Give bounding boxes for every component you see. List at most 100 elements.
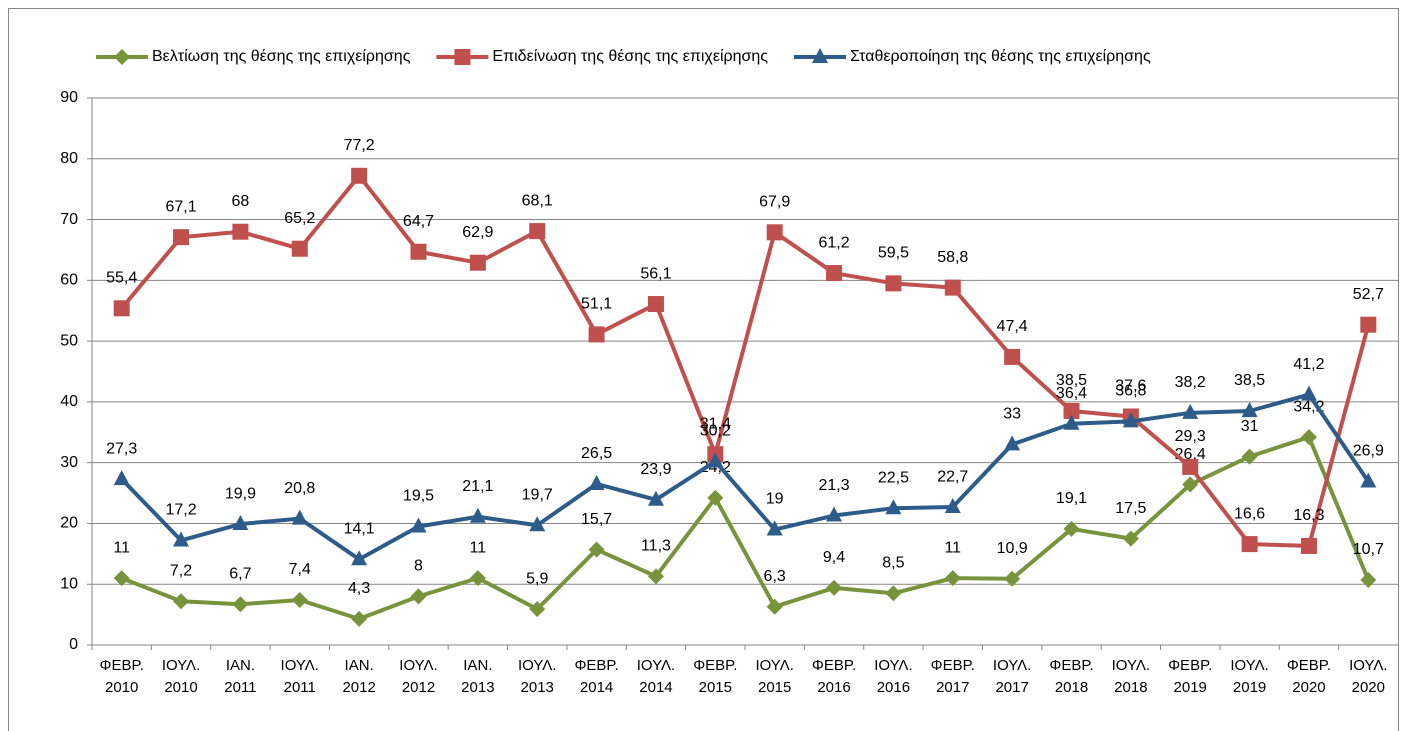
data-label: 21,1 bbox=[462, 478, 493, 495]
data-label: 47,4 bbox=[997, 318, 1028, 335]
data-label: 67,1 bbox=[165, 198, 196, 215]
legend-label: Επιδείνωση της θέσης της επιχείρησης bbox=[492, 48, 768, 65]
data-point bbox=[826, 265, 843, 282]
y-tick-label: 90 bbox=[60, 89, 78, 106]
y-tick-label: 80 bbox=[60, 150, 78, 167]
data-label: 20,8 bbox=[284, 480, 315, 497]
data-label: 77,2 bbox=[344, 137, 375, 154]
data-point bbox=[826, 506, 843, 522]
x-tick-label: ΙΑΝ. 2011 bbox=[224, 657, 257, 696]
legend-marker bbox=[114, 49, 130, 65]
y-tick-label: 30 bbox=[60, 454, 78, 471]
x-tick-label: ΙΟΥΛ. 2016 bbox=[874, 657, 913, 696]
data-label: 19,9 bbox=[225, 485, 256, 502]
data-point bbox=[1063, 403, 1080, 420]
x-tick-label: ΦΕΒΡ. 2020 bbox=[1286, 657, 1332, 696]
chart-frame bbox=[8, 8, 1399, 731]
data-point bbox=[944, 498, 961, 514]
data-label: 38,2 bbox=[1175, 374, 1206, 391]
y-tick-label: 20 bbox=[60, 515, 78, 532]
data-label: 56,1 bbox=[640, 265, 671, 282]
y-tick-label: 50 bbox=[60, 332, 78, 349]
data-label: 19 bbox=[766, 491, 784, 508]
x-tick-label: ΙΟΥΛ. 2012 bbox=[399, 657, 438, 696]
data-point bbox=[885, 275, 902, 292]
x-tick-label: ΦΕΒΡ. 2016 bbox=[811, 657, 857, 696]
x-tick-label: ΦΕΒΡ. 2015 bbox=[693, 657, 738, 696]
y-tick-label: 60 bbox=[60, 272, 78, 289]
data-point bbox=[944, 570, 961, 587]
data-point bbox=[1004, 435, 1021, 451]
legend-label: Βελτίωση της θέσης της επιχείρησης bbox=[152, 48, 411, 65]
legend-marker bbox=[454, 49, 471, 65]
data-label: 67,9 bbox=[759, 194, 790, 211]
data-label: 68 bbox=[232, 193, 250, 210]
data-label: 7,4 bbox=[289, 561, 311, 578]
data-label: 36,8 bbox=[1115, 383, 1146, 400]
data-point bbox=[232, 223, 249, 240]
series-line bbox=[120, 173, 1371, 548]
data-point bbox=[885, 585, 902, 602]
data-label: 19,7 bbox=[522, 486, 553, 503]
data-point bbox=[1300, 537, 1317, 554]
data-point bbox=[588, 541, 605, 558]
x-tick-label: ΙΟΥΛ. 2010 bbox=[161, 657, 201, 696]
x-tick-label: ΙΟΥΛ. 2015 bbox=[755, 657, 794, 696]
data-point bbox=[1063, 414, 1080, 430]
data-label: 8 bbox=[414, 558, 423, 575]
data-label: 10,9 bbox=[997, 540, 1028, 557]
data-point bbox=[173, 593, 190, 610]
x-tick-label: ΙΟΥΛ. 2013 bbox=[518, 657, 557, 696]
series-line bbox=[120, 435, 1371, 621]
data-point bbox=[1360, 472, 1377, 488]
data-label: 55,4 bbox=[106, 270, 137, 287]
data-label: 36,4 bbox=[1056, 385, 1087, 402]
data-label: 15,7 bbox=[581, 511, 612, 528]
data-point bbox=[351, 167, 368, 184]
data-label: 59,5 bbox=[878, 245, 909, 262]
data-label: 8,5 bbox=[882, 555, 904, 572]
data-point bbox=[1122, 412, 1139, 428]
data-point bbox=[1241, 536, 1258, 553]
data-point bbox=[291, 509, 308, 525]
data-point bbox=[291, 592, 308, 609]
x-tick-label: ΙΟΥΛ. 2014 bbox=[636, 657, 676, 696]
data-point bbox=[410, 517, 427, 533]
x-tick-label: ΦΕΒΡ. 2014 bbox=[574, 657, 619, 696]
data-point bbox=[113, 300, 130, 317]
data-point bbox=[529, 601, 546, 618]
data-point bbox=[1182, 403, 1199, 419]
x-tick-label: ΙΟΥΛ. 2019 bbox=[1230, 657, 1269, 696]
data-point bbox=[766, 520, 783, 536]
data-label: 29,3 bbox=[1175, 428, 1206, 445]
data-label: 11 bbox=[470, 539, 487, 556]
data-label: 51,1 bbox=[581, 296, 612, 313]
data-label: 21,3 bbox=[818, 477, 849, 494]
data-point bbox=[707, 489, 724, 506]
data-label: 6,3 bbox=[764, 568, 786, 585]
x-tick-label: ΦΕΒΡ. 2010 bbox=[99, 657, 144, 696]
data-label: 4,3 bbox=[348, 580, 370, 597]
data-label: 61,2 bbox=[818, 234, 849, 251]
data-label: 9,4 bbox=[823, 549, 845, 566]
y-tick-label: 10 bbox=[60, 575, 78, 592]
data-point bbox=[469, 507, 486, 523]
data-label: 11,3 bbox=[641, 538, 671, 555]
data-point bbox=[647, 296, 664, 313]
data-label: 62,9 bbox=[462, 224, 493, 241]
data-point bbox=[113, 470, 130, 486]
data-point bbox=[707, 452, 724, 468]
x-tick-label: ΙΟΥΛ. 2020 bbox=[1349, 657, 1388, 696]
data-point bbox=[469, 570, 486, 587]
data-point bbox=[1004, 570, 1021, 587]
x-tick-label: ΙΑΝ. 2012 bbox=[342, 657, 376, 696]
data-point bbox=[1360, 571, 1377, 588]
data-label: 30,2 bbox=[700, 423, 731, 440]
data-point bbox=[351, 610, 368, 627]
data-point bbox=[173, 229, 190, 246]
legend-label: Σταθεροποίηση της θέσης της επιχείρησης bbox=[850, 48, 1151, 65]
data-point bbox=[1182, 476, 1199, 493]
x-tick-label: ΙΟΥΛ. 2018 bbox=[1111, 657, 1151, 696]
data-point bbox=[588, 326, 605, 343]
